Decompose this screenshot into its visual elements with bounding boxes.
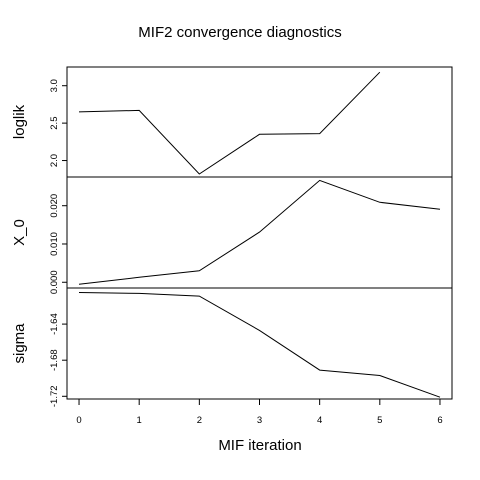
y-axis-label-sigma: sigma (11, 323, 28, 364)
panel-loglik: 2.0 2.5 3.0 loglik (11, 66, 453, 178)
y-tick-label-x-0: 0.010 (49, 232, 60, 256)
y-tick-label-loglik: 3.0 (49, 79, 60, 92)
y-tick-label-sigma: -1.72 (49, 385, 60, 407)
series-line-x-0 (78, 179, 441, 285)
panel-sigma: -1.72 -1.68 -1.64 sigma (11, 287, 453, 407)
x-tick-label: 3 (257, 415, 262, 426)
x-tick-label: 5 (377, 415, 382, 426)
x-tick-label: 4 (317, 415, 322, 426)
panel-frame-sigma (66, 287, 453, 400)
x-tick-label: 0 (76, 415, 81, 426)
series-line-loglik (78, 71, 381, 175)
y-tick-label-x-0: 0.000 (49, 270, 60, 294)
y-tick-label-x-0: 0.020 (49, 194, 60, 218)
panel-x-0: 0.000 0.010 0.020 X_0 (11, 176, 453, 294)
y-tick-label-loglik: 2.5 (49, 117, 60, 130)
x-axis: 0 1 2 3 4 5 6 (76, 399, 443, 426)
chart-title: MIF2 convergence diagnostics (138, 24, 341, 41)
y-axis-label-x-0: X_0 (11, 219, 28, 246)
x-tick-label: 2 (197, 415, 202, 426)
y-tick-label-loglik: 2.0 (49, 154, 60, 167)
x-tick-label: 6 (437, 415, 442, 426)
y-axis-label-loglik: loglik (11, 104, 28, 139)
y-tick-label-sigma: -1.64 (49, 313, 60, 335)
panels: 2.02.53.0loglik0.0000.0100.020X_0-1.72-1… (11, 66, 453, 407)
x-tick-label: 1 (137, 415, 142, 426)
series-line-sigma (78, 292, 441, 398)
x-axis-label: MIF iteration (218, 437, 301, 454)
panel-frame-loglik (66, 66, 453, 178)
y-tick-label-sigma: -1.68 (49, 349, 60, 371)
